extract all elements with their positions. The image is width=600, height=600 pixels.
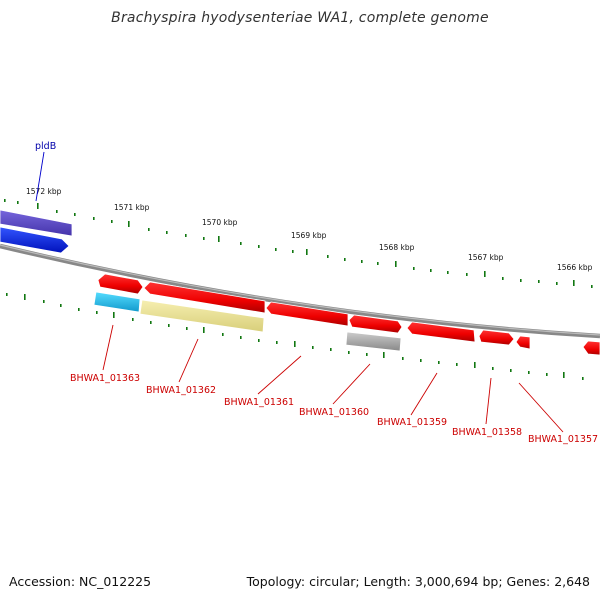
cds-grey-feature [345,331,402,352]
cds-red-7 [515,335,531,350]
cds-cyan-feature [93,291,141,313]
tick-label-1571: 1571 kbp [114,203,150,212]
tick-label-1566: 1566 kbp [557,263,593,272]
cds-yellow-feature [139,299,265,333]
cds-red-5 [406,321,476,343]
pldB-leader-line [35,151,45,202]
genome-backbone [0,243,600,339]
gene-label-BHWA1_01362: BHWA1_01362 [146,385,216,396]
gene-label-pldB: pldB [35,141,56,152]
gene-label-BHWA1_01358: BHWA1_01358 [452,427,522,438]
gene-label-BHWA1_01363: BHWA1_01363 [70,373,140,384]
inner-tick-ruler [6,293,584,380]
gene-label-BHWA1_01361: BHWA1_01361 [224,397,294,408]
cds-red-2 [143,281,266,314]
cds-pldB [0,226,70,254]
tick-label-1568: 1568 kbp [379,243,415,252]
gene-leader-lines [102,324,564,433]
cds-red-1 [97,273,144,295]
outer-tick-ruler [4,199,593,288]
tick-label-1572: 1572 kbp [26,187,62,196]
tick-label-1570: 1570 kbp [202,218,238,227]
genome-backbone-highlight [0,244,600,336]
forward-strand-cds [97,273,600,356]
genome-info-text: Topology: circular; Length: 3,000,694 bp… [246,574,590,589]
map-title: Brachyspira hyodysenteriae WA1, complete… [111,10,489,26]
gene-labels: BHWA1_01363 BHWA1_01362 BHWA1_01361 BHWA… [70,373,598,445]
cds-red-6 [478,329,515,346]
gene-label-BHWA1_01357: BHWA1_01357 [528,434,598,445]
cds-red-4 [348,314,403,334]
gene-label-BHWA1_01359: BHWA1_01359 [377,417,447,428]
tick-label-1569: 1569 kbp [291,231,327,240]
gene-label-BHWA1_01360: BHWA1_01360 [299,407,369,418]
cds-red-3 [265,301,349,327]
accession-text: Accession: NC_012225 [9,574,152,589]
ruler-labels: 1572 kbp 1571 kbp 1570 kbp 1569 kbp 1568… [26,187,593,272]
tick-label-1567: 1567 kbp [468,253,504,262]
cds-purple-feature [0,209,73,237]
cds-red-8 [582,340,600,356]
